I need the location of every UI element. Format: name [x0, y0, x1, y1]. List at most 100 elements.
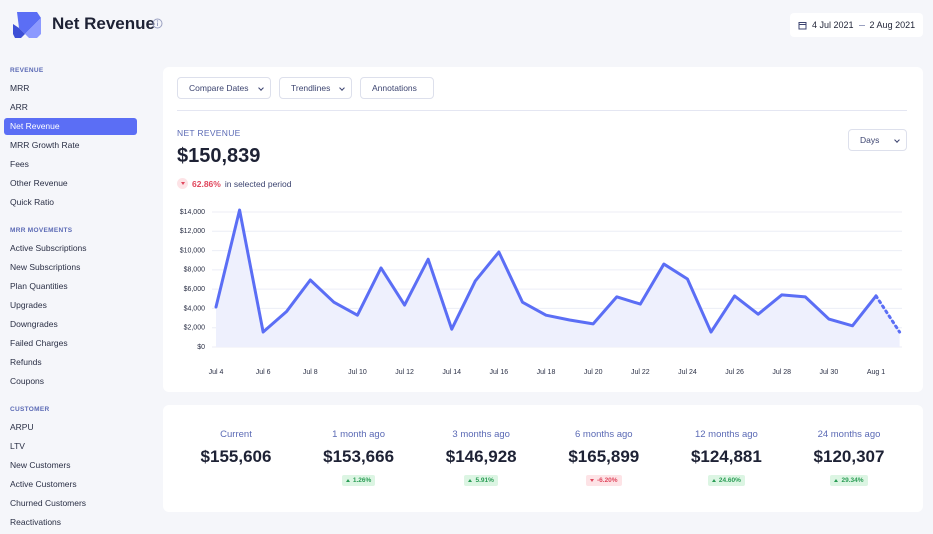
section-heading: REVENUE: [10, 67, 44, 74]
change-badge: 1.26%: [341, 475, 376, 486]
y-tick-label: $0: [197, 344, 205, 351]
metric-value: $150,839: [177, 145, 261, 167]
x-tick-label: Jul 4: [209, 369, 224, 376]
sidebar: REVENUE MRR ARR Net Revenue MRR Growth Rate F…: [0, 62, 145, 532]
y-tick-label: $10,000: [180, 247, 205, 254]
line: [214, 208, 878, 334]
nav-item[interactable]: Refunds: [10, 357, 42, 367]
change-badge: 29.34%: [830, 475, 868, 486]
nav-item[interactable]: Plan Quantities: [10, 281, 68, 291]
nav-item[interactable]: Reactivations: [10, 517, 62, 527]
comparison: 3 months ago $146,928 5.91%: [421, 425, 541, 487]
x-tick-label: Jul 12: [395, 369, 414, 376]
nav-item[interactable]: Downgrades: [10, 319, 58, 329]
comparison-label: 6 months ago: [575, 429, 633, 440]
comparison-value: $153,666: [323, 447, 395, 466]
x-tick-label: Jul 16: [490, 369, 509, 376]
section-heading: MRR MOVEMENTS: [10, 227, 73, 234]
metric-label: NET REVENUE: [177, 128, 241, 138]
comparison-label: 12 months ago: [694, 429, 758, 440]
logo[interactable]: [11, 10, 43, 40]
nav-item[interactable]: Quick Ratio: [10, 197, 54, 207]
toolbar-button[interactable]: Compare Dates: [177, 77, 271, 99]
change-arrow: [177, 178, 188, 189]
calendar-icon: [798, 21, 807, 29]
x-tick-label: Jul 28: [772, 369, 791, 376]
x-tick-label: Jul 30: [820, 369, 839, 376]
change-value: 24.60%: [718, 477, 741, 484]
x-tick-label: Aug 1: [867, 369, 885, 376]
nav-item[interactable]: ARR: [10, 102, 28, 112]
x-tick-label: Jul 14: [442, 369, 461, 376]
comparison: 1 month ago $153,666 1.26%: [299, 425, 419, 487]
nav-item[interactable]: ARPU: [10, 422, 34, 432]
line-projection: [874, 294, 902, 334]
nav-item[interactable]: Churned Customers: [10, 498, 87, 508]
x-tick-label: Jul 18: [537, 369, 556, 376]
comparison-label: 1 month ago: [332, 429, 385, 440]
change-value: -6.20%: [596, 477, 618, 484]
x-tick-label: Jul 24: [678, 369, 697, 376]
y-tick-label: $6,000: [184, 286, 206, 293]
date-separator: [858, 24, 865, 26]
nav-item[interactable]: Coupons: [10, 376, 45, 386]
change-arrow: [589, 479, 594, 482]
change-note: in selected period: [224, 178, 292, 189]
interval-dropdown[interactable]: Days: [848, 129, 907, 151]
x-tick-label: Jul 6: [256, 369, 271, 376]
nav-item[interactable]: MRR Growth Rate: [10, 140, 80, 150]
y-tick-label: $4,000: [184, 305, 206, 312]
y-tick-label: $12,000: [180, 228, 205, 235]
nav-item[interactable]: Fees: [10, 159, 29, 169]
divider: [177, 110, 907, 111]
comparison-value: $124,881: [690, 447, 762, 466]
change-value: 1.26%: [352, 477, 372, 484]
comparison-label: 24 months ago: [817, 429, 881, 440]
nav-item[interactable]: MRR: [10, 83, 30, 93]
button-label: Trendlines: [291, 83, 331, 93]
comparison-value: $146,928: [445, 447, 517, 466]
comparison-card: [163, 405, 923, 512]
nav-item[interactable]: Upgrades: [10, 300, 47, 310]
date-range-picker[interactable]: 4 Jul 2021 2 Aug 2021: [790, 13, 923, 37]
change-badge: -6.20%: [585, 475, 622, 486]
change-arrow: [711, 479, 716, 482]
area-fill: [216, 210, 900, 347]
nav-item[interactable]: LTV: [10, 441, 25, 451]
x-tick-label: Jul 10: [348, 369, 367, 376]
nav-item[interactable]: Active Subscriptions: [10, 243, 87, 253]
nav-item[interactable]: New Subscriptions: [10, 262, 81, 272]
x-tick-label: Jul 26: [725, 369, 744, 376]
section-heading: CUSTOMER: [10, 406, 50, 413]
info-icon[interactable]: [152, 18, 163, 29]
nav-item[interactable]: New Customers: [10, 460, 71, 470]
change-badge: 24.60%: [707, 475, 745, 486]
interval-label: Days: [860, 135, 880, 145]
change-arrow: [468, 479, 473, 482]
change-arrow: [834, 479, 839, 482]
toolbar-button[interactable]: Trendlines: [279, 77, 352, 99]
nav-item[interactable]: Failed Charges: [10, 338, 68, 348]
metric-change: 62.86% in selected period: [177, 178, 291, 189]
y-tick-label: $8,000: [184, 267, 206, 274]
change-value: 29.34%: [841, 477, 864, 484]
comparison-label: 3 months ago: [452, 429, 510, 440]
toolbar-button[interactable]: Annotations: [360, 77, 434, 99]
x-tick-label: Jul 20: [584, 369, 603, 376]
comparison-value: $155,606: [200, 447, 272, 466]
comparison: Current $155,606: [176, 425, 296, 469]
button-label: Annotations: [372, 83, 417, 93]
x-tick-label: Jul 22: [631, 369, 650, 376]
nav-item[interactable]: Other Revenue: [10, 178, 68, 188]
y-tick-label: $14,000: [180, 209, 205, 216]
change-arrow: [345, 479, 350, 482]
change-percent: 62.86%: [192, 178, 221, 189]
comparison-value: $165,899: [568, 447, 640, 466]
comparison: 12 months ago $124,881 24.60%: [666, 425, 786, 487]
comparison: 6 months ago $165,899 -6.20%: [544, 425, 664, 487]
nav-item[interactable]: Active Customers: [10, 479, 77, 489]
page-title: Net Revenue: [52, 14, 155, 33]
nav-item-active[interactable]: Net Revenue: [4, 118, 137, 135]
date-end: 2 Aug 2021: [869, 20, 916, 30]
